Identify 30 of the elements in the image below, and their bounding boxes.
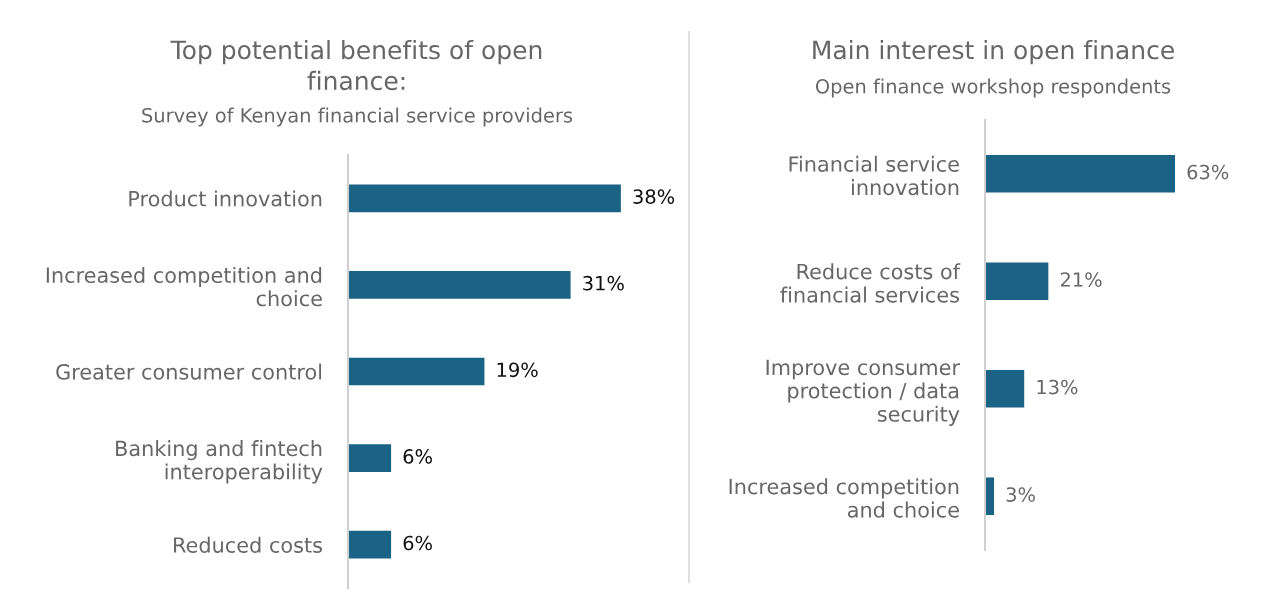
bar xyxy=(348,357,485,386)
bar xyxy=(348,444,392,472)
bar xyxy=(985,262,1049,301)
bar xyxy=(985,369,1025,408)
chart-subtitle: Open finance workshop respondents xyxy=(815,78,1171,98)
chart-title: Top potential benefits of open finance: xyxy=(170,40,542,91)
y-tick-label: Greater consumer control xyxy=(56,363,322,380)
bar xyxy=(348,271,571,299)
y-tick-label: Increased competition and choice xyxy=(46,266,322,307)
data-label: 6% xyxy=(403,449,432,464)
data-label: 38% xyxy=(633,189,675,204)
y-tick-label: Increased competition and choice xyxy=(729,478,959,518)
bar xyxy=(985,154,1175,193)
y-tick-label: Banking and fintech interoperability xyxy=(116,440,323,484)
data-label: 13% xyxy=(1037,379,1078,395)
y-tick-label: Reduced costs xyxy=(174,536,322,553)
bar xyxy=(348,184,621,213)
data-label: 3% xyxy=(1006,487,1035,502)
y-tick-label: Reduce costs of financial services xyxy=(780,263,961,303)
data-label: 19% xyxy=(497,362,538,378)
data-label: 6% xyxy=(403,535,432,551)
bar xyxy=(348,530,392,559)
y-tick-label: Financial service innovation xyxy=(789,155,959,196)
chart-subtitle: Survey of Kenyan financial service providers xyxy=(142,107,573,127)
y-tick-label: Product innovation xyxy=(129,190,322,207)
y-tick-label: Improve consumer protection / data security xyxy=(766,359,960,426)
data-label: 63% xyxy=(1187,164,1229,180)
data-label: 31% xyxy=(583,275,624,291)
data-label: 21% xyxy=(1060,272,1102,287)
chart-title: Main interest in open finance xyxy=(813,40,1174,65)
